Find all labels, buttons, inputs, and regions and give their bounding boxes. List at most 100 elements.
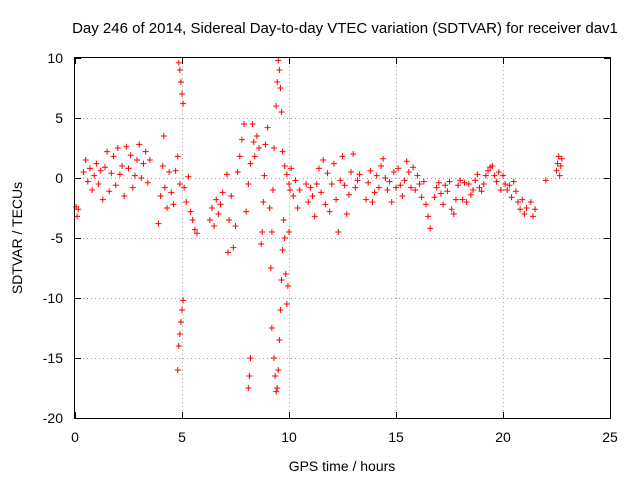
data-point bbox=[397, 182, 404, 189]
data-point bbox=[271, 355, 278, 361]
data-point bbox=[262, 141, 269, 148]
data-point bbox=[271, 145, 278, 151]
data-point bbox=[180, 297, 187, 304]
data-point bbox=[279, 148, 286, 155]
data-point bbox=[166, 169, 173, 175]
data-point bbox=[309, 193, 316, 199]
data-point bbox=[174, 367, 181, 373]
data-point bbox=[373, 172, 380, 179]
data-point bbox=[251, 153, 258, 160]
data-point bbox=[75, 206, 82, 213]
data-point bbox=[472, 177, 479, 184]
data-point bbox=[142, 148, 149, 155]
data-point bbox=[399, 193, 406, 199]
data-point bbox=[280, 217, 287, 223]
data-point bbox=[236, 153, 243, 160]
data-point bbox=[82, 157, 89, 163]
data-point bbox=[177, 79, 184, 85]
x-axis-label: GPS time / hours bbox=[289, 458, 396, 474]
data-point bbox=[256, 145, 263, 151]
data-point bbox=[485, 167, 492, 174]
data-point bbox=[431, 194, 438, 201]
data-point bbox=[260, 199, 267, 205]
chart-title: Day 246 of 2014, Sidereal Day-to-day VTE… bbox=[72, 20, 618, 37]
data-point bbox=[418, 194, 425, 201]
data-point bbox=[160, 133, 167, 139]
data-point bbox=[91, 172, 98, 179]
data-point bbox=[276, 67, 283, 73]
data-point bbox=[219, 189, 226, 196]
data-point bbox=[493, 178, 500, 185]
y-tick-label: -10 bbox=[43, 290, 63, 306]
data-point bbox=[491, 172, 498, 179]
data-point bbox=[273, 103, 280, 109]
data-point bbox=[226, 217, 233, 223]
data-point bbox=[121, 193, 128, 199]
data-point bbox=[510, 178, 517, 185]
data-point bbox=[339, 153, 346, 160]
data-point bbox=[176, 67, 183, 73]
y-tick-label: -20 bbox=[43, 410, 63, 426]
data-point bbox=[110, 153, 117, 160]
data-point bbox=[191, 226, 198, 233]
data-point bbox=[558, 155, 565, 162]
data-point bbox=[480, 181, 487, 187]
data-point bbox=[459, 196, 466, 203]
data-point bbox=[179, 91, 185, 97]
data-point bbox=[267, 265, 274, 271]
data-point bbox=[99, 196, 106, 203]
data-point bbox=[410, 164, 417, 171]
data-point bbox=[446, 178, 453, 185]
data-point bbox=[554, 160, 561, 167]
y-tick-label: -15 bbox=[43, 350, 63, 366]
data-point bbox=[305, 199, 312, 205]
data-point bbox=[127, 152, 134, 159]
data-point bbox=[170, 201, 177, 208]
y-axis-label: SDTVAR / TECUs bbox=[9, 182, 25, 294]
data-point bbox=[495, 169, 502, 175]
data-point bbox=[136, 141, 143, 148]
data-point bbox=[131, 172, 138, 179]
data-point bbox=[134, 157, 141, 163]
x-tick-label: 0 bbox=[71, 429, 79, 445]
data-point bbox=[345, 191, 352, 198]
data-point bbox=[303, 181, 310, 187]
data-point bbox=[290, 193, 297, 199]
data-point bbox=[253, 133, 260, 139]
data-point bbox=[322, 201, 329, 208]
data-point bbox=[405, 169, 412, 175]
axis-ticks: 0 5 10 15 20 25 -20 -15 -10 -5 0 5 10 bbox=[43, 50, 618, 445]
data-point bbox=[315, 165, 322, 172]
data-point bbox=[414, 172, 421, 179]
data-point bbox=[348, 169, 355, 175]
data-point bbox=[97, 167, 104, 174]
data-point bbox=[112, 182, 119, 189]
data-point bbox=[506, 182, 513, 189]
data-point bbox=[337, 177, 344, 184]
data-point bbox=[478, 188, 485, 195]
plot-frame bbox=[74, 57, 611, 419]
data-point bbox=[286, 229, 292, 235]
data-point bbox=[277, 85, 284, 91]
data-point bbox=[93, 160, 100, 167]
data-point bbox=[435, 179, 442, 186]
data-point bbox=[206, 217, 213, 223]
data-point bbox=[181, 184, 188, 191]
y-tick-label: -5 bbox=[51, 230, 64, 246]
data-point bbox=[461, 179, 468, 186]
data-series bbox=[73, 57, 565, 395]
data-point bbox=[106, 188, 113, 195]
data-point bbox=[427, 225, 434, 232]
data-point bbox=[116, 171, 123, 178]
data-point bbox=[259, 229, 266, 235]
data-point bbox=[282, 271, 289, 277]
data-point bbox=[382, 175, 389, 181]
data-point bbox=[350, 151, 357, 157]
data-point bbox=[296, 187, 303, 193]
y-tick-label: 10 bbox=[47, 50, 63, 66]
data-point bbox=[442, 182, 449, 189]
data-point bbox=[95, 181, 102, 187]
data-point bbox=[556, 172, 563, 179]
data-point bbox=[465, 181, 472, 187]
data-point bbox=[287, 187, 294, 193]
